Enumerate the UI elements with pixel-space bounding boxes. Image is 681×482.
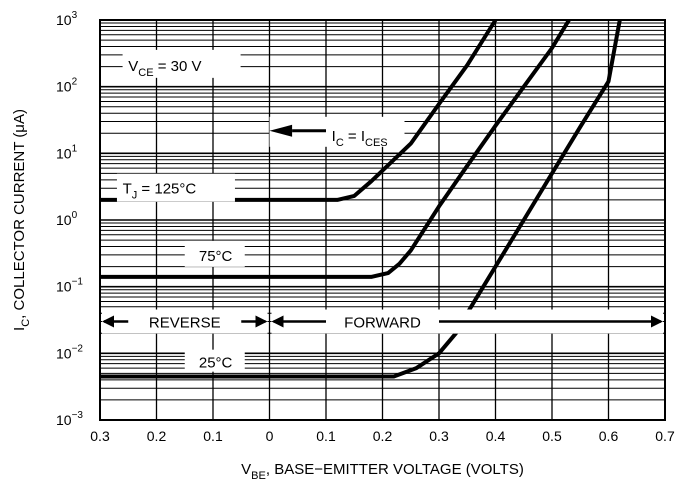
curve-125c xyxy=(100,18,498,202)
y-tick-label: 10−2 xyxy=(56,343,83,361)
x-tick-label: 0.7 xyxy=(655,428,675,444)
ic-arrow-head xyxy=(269,124,293,137)
tj-125c-label: TJ = 125°C xyxy=(123,181,197,202)
reverse-bg xyxy=(102,309,268,334)
forward-arrow-left-head xyxy=(271,315,284,328)
reverse-arrow-left-head xyxy=(102,315,114,328)
y-tick-label: 100 xyxy=(56,210,78,228)
x-tick-label: 0.3 xyxy=(90,428,110,444)
reverse-arrow-right-head xyxy=(255,315,268,328)
x-axis-title: VBE, BASE−EMITTER VOLTAGE (VOLTS) xyxy=(241,461,524,482)
x-tick-label: 0.6 xyxy=(599,428,619,444)
tj-label-bg xyxy=(116,173,235,202)
t75c-label: 75°C xyxy=(199,248,233,265)
axis-titles: VBE, BASE−EMITTER VOLTAGE (VOLTS) IC, COL… xyxy=(11,109,524,482)
ic-equals-ices-label: IC = ICES xyxy=(332,128,388,149)
curve-25c xyxy=(100,19,622,379)
y-tick-label: 10−3 xyxy=(56,410,83,428)
x-tick-label: 0.2 xyxy=(373,428,393,444)
reverse-label: REVERSE xyxy=(149,315,221,332)
y-tick-label: 10−1 xyxy=(56,277,83,295)
y-axis-title: IC, COLLECTOR CURRENT (μA) xyxy=(11,109,32,331)
x-tick-label: 0.4 xyxy=(486,428,506,444)
vce-label-bg xyxy=(122,49,241,78)
x-tick-label: 0.2 xyxy=(147,428,167,444)
t25c-label: 25°C xyxy=(199,355,233,372)
x-tick-label: 0.1 xyxy=(203,428,223,444)
curves xyxy=(100,18,622,379)
vce-label: VCE = 30 V xyxy=(128,58,201,79)
forward-arrow-right-head xyxy=(651,315,663,328)
t25-label-bg xyxy=(184,349,245,372)
t75-label-bg xyxy=(184,240,245,267)
y-tick-label: 103 xyxy=(56,10,78,28)
curve-75c xyxy=(100,18,571,279)
y-tick-labels: 10−3 10−2 10−1 100 101 102 103 xyxy=(56,10,83,428)
forward-label-bg xyxy=(331,310,434,333)
annotations: VCE = 30 V IC = ICES TJ = 125°C 75°C 25°C REV… xyxy=(102,49,663,372)
grid xyxy=(100,20,665,420)
plot-frame xyxy=(99,19,666,421)
forward-label: FORWARD xyxy=(344,315,421,332)
x-tick-label: 0.1 xyxy=(316,428,336,444)
x-tick-labels: 0.3 0.2 0.1 0 0.1 0.2 0.3 0.4 0.5 0.6 0.7 xyxy=(90,428,675,444)
x-tick-label: 0 xyxy=(266,428,274,444)
y-tick-label: 101 xyxy=(56,143,78,161)
x-tick-label: 0.3 xyxy=(429,428,449,444)
y-tick-label: 102 xyxy=(56,77,78,95)
x-tick-label: 0.5 xyxy=(542,428,562,444)
